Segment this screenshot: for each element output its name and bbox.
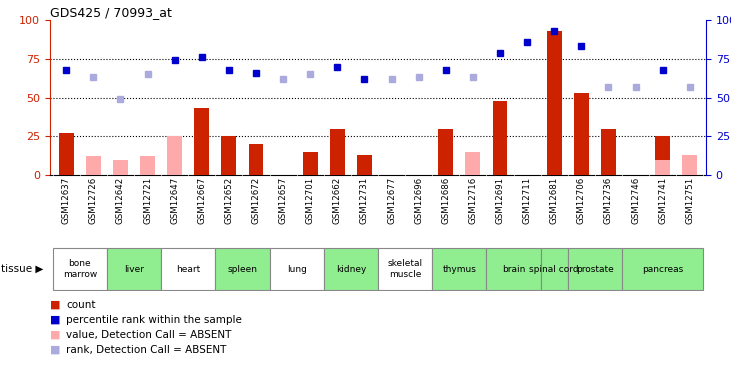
Text: GSM12726: GSM12726 xyxy=(89,177,98,224)
Text: spinal cord: spinal cord xyxy=(529,264,579,273)
Text: GSM12701: GSM12701 xyxy=(306,177,315,224)
Bar xyxy=(568,248,622,290)
Text: count: count xyxy=(66,300,96,310)
Bar xyxy=(270,248,324,290)
Bar xyxy=(432,248,486,290)
Bar xyxy=(378,248,432,290)
Text: GDS425 / 70993_at: GDS425 / 70993_at xyxy=(50,6,172,19)
Text: GSM12721: GSM12721 xyxy=(143,177,152,224)
Text: bone
marrow: bone marrow xyxy=(63,259,97,279)
Bar xyxy=(330,129,345,175)
Text: GSM12637: GSM12637 xyxy=(61,177,71,224)
Text: ■: ■ xyxy=(50,345,61,355)
Text: kidney: kidney xyxy=(336,264,366,273)
Text: spleen: spleen xyxy=(227,264,257,273)
Text: tissue ▶: tissue ▶ xyxy=(1,264,44,274)
Text: value, Detection Call = ABSENT: value, Detection Call = ABSENT xyxy=(66,330,232,340)
Bar xyxy=(655,136,670,175)
Bar xyxy=(249,144,263,175)
Bar xyxy=(53,248,107,290)
Text: prostate: prostate xyxy=(576,264,614,273)
Bar xyxy=(439,129,453,175)
Bar xyxy=(324,248,378,290)
Text: pancreas: pancreas xyxy=(642,264,683,273)
Text: heart: heart xyxy=(176,264,200,273)
Bar xyxy=(167,136,182,175)
Text: liver: liver xyxy=(124,264,144,273)
Text: thymus: thymus xyxy=(442,264,477,273)
Bar xyxy=(547,31,561,175)
Bar xyxy=(493,100,507,175)
Text: rank, Detection Call = ABSENT: rank, Detection Call = ABSENT xyxy=(66,345,227,355)
Text: GSM12716: GSM12716 xyxy=(469,177,477,224)
Bar xyxy=(466,152,480,175)
Bar xyxy=(113,159,128,175)
Text: brain: brain xyxy=(502,264,526,273)
Text: percentile rank within the sample: percentile rank within the sample xyxy=(66,315,242,325)
Text: GSM12652: GSM12652 xyxy=(224,177,233,224)
Bar xyxy=(221,136,236,175)
Text: GSM12686: GSM12686 xyxy=(442,177,450,224)
Text: GSM12691: GSM12691 xyxy=(496,177,504,224)
Bar xyxy=(216,248,270,290)
Text: GSM12642: GSM12642 xyxy=(116,177,125,224)
Bar xyxy=(86,156,101,175)
Bar xyxy=(486,248,541,290)
Bar xyxy=(161,248,216,290)
Text: GSM12677: GSM12677 xyxy=(387,177,396,224)
Text: GSM12662: GSM12662 xyxy=(333,177,342,224)
Bar xyxy=(682,155,697,175)
Text: GSM12746: GSM12746 xyxy=(631,177,640,224)
Bar xyxy=(655,159,670,175)
Bar xyxy=(303,152,318,175)
Bar xyxy=(622,248,703,290)
Text: ■: ■ xyxy=(50,300,61,310)
Text: GSM12751: GSM12751 xyxy=(685,177,694,224)
Bar xyxy=(601,129,616,175)
Text: ■: ■ xyxy=(50,315,61,325)
Text: GSM12711: GSM12711 xyxy=(523,177,531,224)
Bar xyxy=(107,248,161,290)
Text: ■: ■ xyxy=(50,330,61,340)
Text: GSM12736: GSM12736 xyxy=(604,177,613,224)
Text: GSM12657: GSM12657 xyxy=(279,177,287,224)
Bar xyxy=(574,93,588,175)
Bar xyxy=(357,155,372,175)
Text: GSM12672: GSM12672 xyxy=(251,177,260,224)
Bar xyxy=(541,248,568,290)
Text: GSM12741: GSM12741 xyxy=(658,177,667,224)
Text: GSM12696: GSM12696 xyxy=(414,177,423,224)
Bar xyxy=(140,156,155,175)
Text: GSM12706: GSM12706 xyxy=(577,177,586,224)
Text: skeletal
muscle: skeletal muscle xyxy=(387,259,423,279)
Bar xyxy=(58,133,74,175)
Text: GSM12731: GSM12731 xyxy=(360,177,369,224)
Text: lung: lung xyxy=(287,264,306,273)
Bar xyxy=(194,108,209,175)
Text: GSM12667: GSM12667 xyxy=(197,177,206,224)
Text: GSM12681: GSM12681 xyxy=(550,177,558,224)
Text: GSM12647: GSM12647 xyxy=(170,177,179,224)
